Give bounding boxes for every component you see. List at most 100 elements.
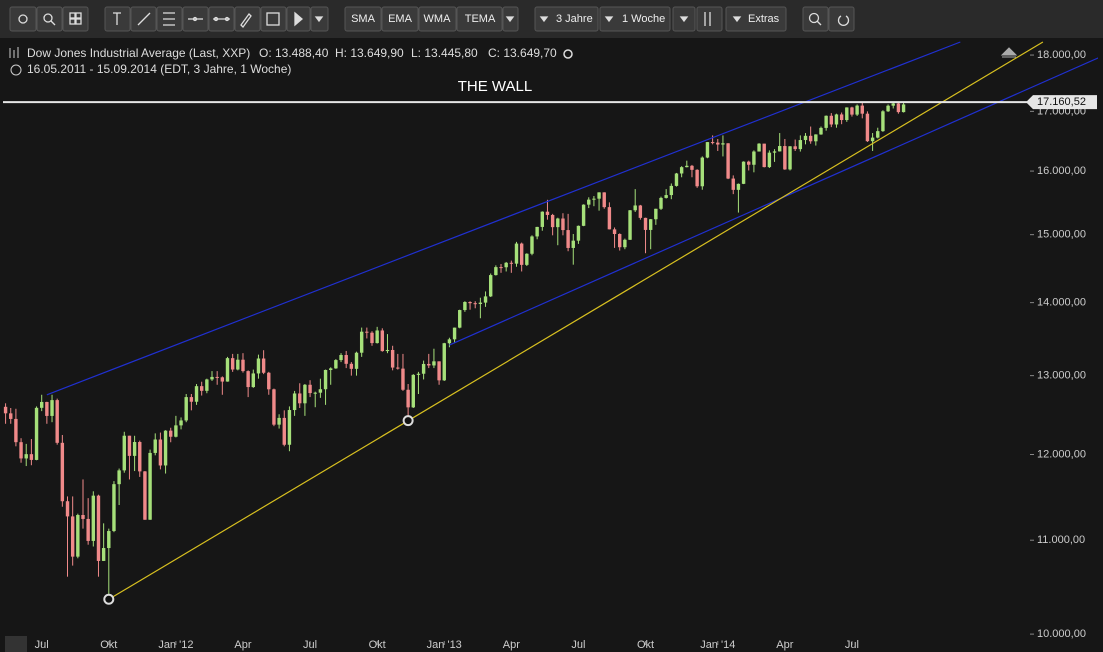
candle-body <box>55 400 59 443</box>
candle-body <box>530 236 534 254</box>
candle-body <box>359 331 364 353</box>
trend-line <box>46 41 961 396</box>
candle-body <box>421 363 426 374</box>
candle-body <box>783 146 787 170</box>
candle-body <box>24 454 28 459</box>
candle-body <box>463 301 467 311</box>
candle-body <box>468 301 472 304</box>
candle-body <box>659 197 663 209</box>
candle-body <box>648 219 653 230</box>
wma-button[interactable] <box>418 6 457 32</box>
candle-body <box>808 135 813 142</box>
scroll-icon <box>5 636 27 652</box>
plot-area <box>3 41 1098 605</box>
candle-body <box>375 330 379 344</box>
candle-body <box>427 363 431 366</box>
candle-body <box>390 349 395 368</box>
clock-icon <box>10 64 22 76</box>
candle-body <box>132 442 137 456</box>
candle-body <box>396 367 400 369</box>
candle-body <box>334 360 338 369</box>
x-tick-label: Jul <box>845 639 859 651</box>
candle-body <box>819 127 823 135</box>
candle-body <box>679 167 684 174</box>
tema-button[interactable] <box>456 6 503 32</box>
candle-body <box>432 361 436 366</box>
candle-body <box>163 430 168 466</box>
candle-body <box>535 226 539 237</box>
price-tag-label: 17.160,52 <box>1037 96 1086 108</box>
candle-body <box>556 218 560 228</box>
candle-body <box>483 296 488 303</box>
candle-body <box>777 146 782 152</box>
candle-body <box>303 384 307 404</box>
candle-body <box>452 327 457 340</box>
candle-body <box>210 376 214 380</box>
candle-body <box>354 352 359 369</box>
rect-tool[interactable] <box>260 6 287 32</box>
candle-body <box>287 410 292 445</box>
x-tick-label: Jul <box>303 639 317 651</box>
candle-body <box>107 531 111 549</box>
candle-body <box>406 389 410 408</box>
interval-button[interactable] <box>599 6 671 32</box>
x-tick-label: Jul <box>35 639 49 651</box>
candle-body <box>901 104 906 113</box>
candle-body <box>86 518 90 541</box>
search-button[interactable] <box>36 6 63 32</box>
candle-body <box>282 417 286 445</box>
candle-body <box>298 393 302 404</box>
candle-body <box>839 114 844 121</box>
candle-body <box>339 355 343 361</box>
ema-label: EMA <box>388 13 413 25</box>
candle-body <box>292 393 297 411</box>
y-tick-label: 10.000,00 <box>1037 628 1086 640</box>
candle-body <box>705 142 710 158</box>
candle-body <box>9 413 13 419</box>
x-tick-label: Apr <box>776 639 793 651</box>
zoom-button[interactable] <box>802 6 829 32</box>
ema-button[interactable] <box>381 6 419 32</box>
candle-body <box>612 229 617 235</box>
candle-body <box>101 548 106 561</box>
candle-body <box>401 368 405 390</box>
extras-button[interactable] <box>725 6 787 32</box>
y-tick-label: 12.000,00 <box>1037 448 1086 460</box>
reset-button[interactable] <box>828 6 855 32</box>
candle-body <box>762 143 766 168</box>
candle-body <box>70 516 75 557</box>
sma-button[interactable] <box>344 6 382 32</box>
wma-label: WMA <box>424 13 452 25</box>
candle-body <box>236 359 240 370</box>
candle-body <box>473 303 477 305</box>
quote-close: C: 13.649,70 <box>488 46 557 60</box>
candle-body <box>721 143 725 145</box>
sma-label: SMA <box>351 13 376 25</box>
candle-body <box>509 262 514 264</box>
x-tick-label: Jan '13 <box>427 639 462 651</box>
candle-body <box>251 373 256 388</box>
candle-body <box>29 454 34 460</box>
candle-body <box>205 379 209 391</box>
candle-body <box>726 143 730 179</box>
candle-body <box>344 355 348 364</box>
range-label: 3 Jahre <box>556 13 593 25</box>
candle-body <box>437 361 441 381</box>
wall-label: THE WALL <box>458 78 532 95</box>
quote-low: L: 13.445,80 <box>411 46 478 60</box>
pen-tool[interactable] <box>234 6 261 32</box>
candle-body <box>246 371 250 388</box>
candle-body <box>365 331 369 333</box>
settings-button[interactable] <box>9 6 37 32</box>
candle-body <box>886 105 890 112</box>
quote-icon <box>563 49 573 59</box>
candle-body <box>220 377 225 382</box>
candle-body <box>370 332 374 344</box>
candle-body <box>772 151 777 153</box>
candle-body <box>654 208 658 220</box>
x-tick-label: Jan '14 <box>700 639 735 651</box>
candle-body <box>189 397 194 402</box>
candle-body <box>876 131 880 138</box>
range-button[interactable] <box>534 6 599 32</box>
